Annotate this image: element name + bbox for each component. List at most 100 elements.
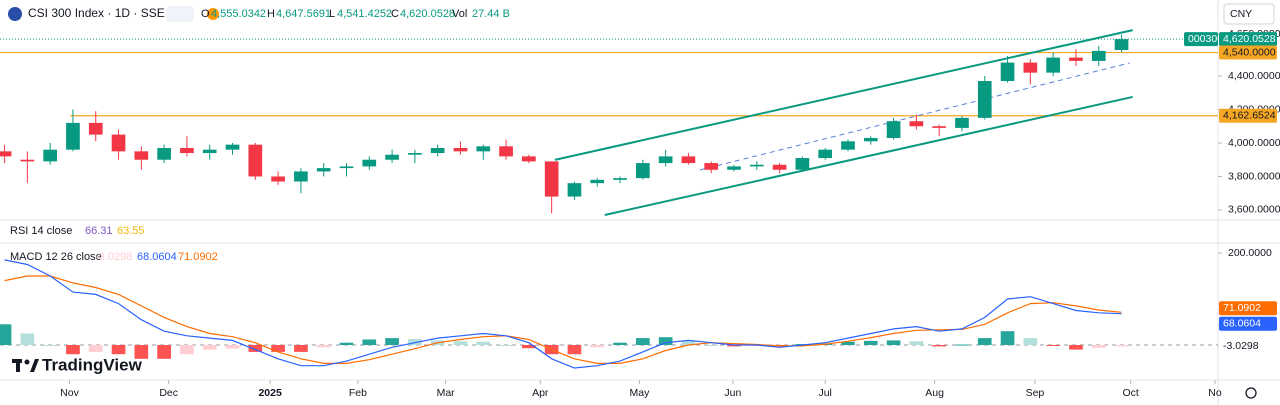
candle-body	[430, 148, 445, 154]
macd-hist-bar	[20, 333, 35, 346]
macd-y-tick-label: 200.0000	[1228, 247, 1272, 259]
candle-body	[841, 141, 855, 150]
symbol-title[interactable]: CSI 300 Index · 1D · SSE	[28, 6, 165, 20]
rsi-title: RSI 14 close	[10, 225, 72, 237]
macd-hist-bar	[955, 344, 969, 346]
candle-body	[1091, 50, 1106, 61]
ohlc-high: 4,647.5691	[276, 8, 331, 20]
macd-tag: 68.0604	[1223, 317, 1261, 329]
macd-hist-bar	[909, 341, 924, 346]
channel-mid	[699, 62, 1130, 171]
candle-body	[613, 178, 627, 180]
macd-hist-bar	[886, 340, 901, 346]
candle-body	[909, 121, 924, 127]
macd-signal-tag: 71.0902	[1223, 302, 1261, 314]
ticker-tag: 000300	[1188, 33, 1223, 45]
macd-hist-bar	[202, 345, 217, 350]
x-tick-label: 2025	[258, 387, 282, 399]
macd-hist-bar	[339, 342, 354, 346]
candle-body	[522, 156, 536, 162]
y-tick-label: 4,400.0000	[1228, 70, 1280, 82]
x-tick-label: Sep	[1026, 387, 1045, 399]
candle-body	[955, 117, 969, 128]
macd-hist-bar	[385, 338, 399, 346]
macd-hist-bar	[316, 345, 331, 348]
level-tag: 4,162.6524	[1223, 110, 1276, 122]
candle-body	[727, 166, 741, 170]
last-price-tag-bg	[1219, 32, 1277, 47]
x-tick-label: Nov	[60, 387, 79, 399]
x-tick-label: Apr	[532, 387, 549, 399]
candle-body	[476, 146, 491, 152]
symbol-icon	[8, 7, 22, 21]
ohlc-key: L	[329, 8, 335, 20]
ticker-tag-bg	[1184, 32, 1218, 47]
macd-hist-bar	[932, 345, 947, 347]
macd-hist-bar	[1000, 331, 1015, 346]
ohlc-key: C	[391, 8, 399, 20]
candle-body	[1023, 62, 1038, 73]
candle-body	[408, 153, 422, 155]
macd-hist-bar	[681, 340, 696, 346]
candle-body	[43, 149, 57, 162]
macd-hist-bar	[248, 345, 263, 352]
rsi-value: 63.55	[117, 225, 145, 237]
candle-body	[134, 151, 149, 160]
ohlc-key: O	[201, 8, 210, 20]
candle-body	[1069, 57, 1083, 61]
level-tag: 4,540.0000	[1223, 46, 1276, 58]
compare-button[interactable]	[166, 6, 194, 22]
macd-hist-bar	[294, 345, 308, 352]
macd-hist-bar	[613, 342, 627, 346]
macd-hist-bar	[841, 341, 855, 346]
candle-body	[499, 146, 513, 157]
x-tick-label: Mar	[437, 387, 456, 399]
delay-icon	[207, 8, 219, 20]
ohlc-low: 4,541.4252	[337, 8, 392, 20]
macd-title: MACD 12 26 close	[10, 251, 102, 263]
candle-body	[294, 171, 308, 182]
candle-body	[157, 148, 171, 160]
channel-upper	[554, 29, 1133, 161]
candle-body	[88, 122, 103, 135]
level-tag-bg	[1219, 45, 1277, 60]
macd-hist-bar	[522, 345, 536, 349]
candle-body	[886, 121, 901, 138]
macd-hist-bar	[88, 345, 103, 352]
settings-icon[interactable]	[1245, 387, 1257, 399]
candle-body	[316, 168, 331, 172]
ohlc-open: 4,555.0342	[211, 8, 266, 20]
macd-hist-bar	[180, 345, 194, 355]
candle-body	[0, 151, 12, 157]
macd-hist-bar	[111, 345, 126, 355]
macd-hist-bar	[590, 345, 605, 348]
x-tick-label: Aug	[925, 387, 944, 399]
candle-body	[1114, 39, 1129, 51]
macd-hist-bar	[727, 345, 741, 347]
macd-hist-bar	[43, 345, 57, 347]
x-tick-label: Oct	[1122, 387, 1138, 399]
y-tick-label: 3,600.0000	[1228, 204, 1280, 216]
channel-lower	[604, 95, 1133, 216]
x-tick-label: May	[629, 387, 650, 399]
candle-body	[590, 179, 605, 184]
currency-button[interactable]	[1223, 3, 1275, 25]
macd-hist-bar	[635, 338, 650, 346]
candle-body	[362, 159, 377, 167]
candle-body	[248, 144, 263, 177]
x-tick-label: Jul	[818, 387, 831, 399]
macd-hist-bar	[567, 345, 582, 355]
candle-body	[863, 137, 878, 142]
candle-body	[339, 166, 354, 169]
macd-hist-tag: -3.0298	[1223, 340, 1259, 352]
x-tick-label: Jun	[724, 387, 741, 399]
vol-key: Vol	[452, 8, 467, 20]
currency[interactable]: CNY	[1230, 8, 1252, 20]
candle-body	[932, 126, 947, 128]
candle-body	[658, 156, 673, 164]
macd-hist-bar	[704, 345, 719, 347]
vol-value: 27.44 B	[472, 8, 510, 20]
macd-hist-bar	[658, 337, 673, 346]
candle-body	[681, 156, 696, 164]
